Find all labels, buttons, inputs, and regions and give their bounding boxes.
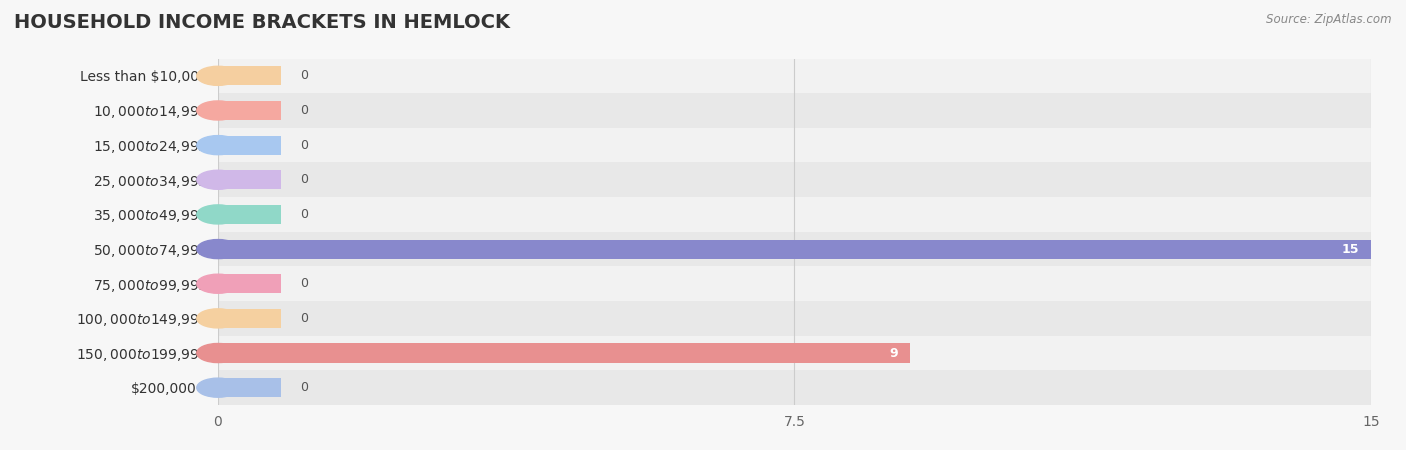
- Text: 0: 0: [301, 139, 308, 152]
- Bar: [0, 232, 1406, 266]
- Circle shape: [197, 239, 239, 259]
- Bar: [0, 93, 1406, 128]
- Bar: [218, 239, 1371, 259]
- Bar: [0, 58, 1406, 93]
- Text: 0: 0: [301, 381, 308, 394]
- Bar: [0, 162, 1406, 197]
- Bar: [0, 336, 1406, 370]
- Bar: [218, 378, 281, 397]
- Bar: [0, 370, 1406, 405]
- Circle shape: [197, 101, 239, 120]
- Bar: [0, 266, 1406, 301]
- Bar: [218, 66, 281, 86]
- Bar: [218, 309, 281, 328]
- Circle shape: [197, 343, 239, 363]
- Bar: [218, 135, 281, 155]
- Circle shape: [197, 135, 239, 155]
- Bar: [0, 197, 1406, 232]
- Text: 0: 0: [301, 312, 308, 325]
- Text: Source: ZipAtlas.com: Source: ZipAtlas.com: [1267, 14, 1392, 27]
- Text: 0: 0: [301, 173, 308, 186]
- Bar: [0, 128, 1406, 162]
- Bar: [218, 343, 910, 363]
- Bar: [0, 301, 1406, 336]
- Bar: [218, 101, 281, 120]
- Circle shape: [197, 274, 239, 293]
- Circle shape: [197, 66, 239, 86]
- Circle shape: [197, 170, 239, 189]
- Text: 0: 0: [301, 69, 308, 82]
- Text: 0: 0: [301, 277, 308, 290]
- Bar: [218, 170, 281, 189]
- Bar: [218, 205, 281, 224]
- Text: 0: 0: [301, 208, 308, 221]
- Circle shape: [197, 205, 239, 224]
- Text: 0: 0: [301, 104, 308, 117]
- Text: 15: 15: [1341, 243, 1360, 256]
- Circle shape: [197, 378, 239, 397]
- Circle shape: [197, 309, 239, 328]
- Bar: [218, 274, 281, 293]
- Text: HOUSEHOLD INCOME BRACKETS IN HEMLOCK: HOUSEHOLD INCOME BRACKETS IN HEMLOCK: [14, 14, 510, 32]
- Text: 9: 9: [890, 346, 898, 360]
